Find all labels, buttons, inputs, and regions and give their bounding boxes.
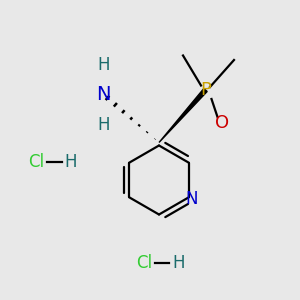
Text: H: H xyxy=(97,116,110,134)
Text: Cl: Cl xyxy=(136,254,152,272)
Text: H: H xyxy=(97,56,110,74)
Text: Cl: Cl xyxy=(28,153,44,171)
Text: N: N xyxy=(185,190,197,208)
Text: H: H xyxy=(172,254,185,272)
Text: O: O xyxy=(215,114,229,132)
Text: H: H xyxy=(64,153,77,171)
Polygon shape xyxy=(159,88,207,142)
Text: P: P xyxy=(200,81,211,99)
Text: N: N xyxy=(96,85,111,104)
